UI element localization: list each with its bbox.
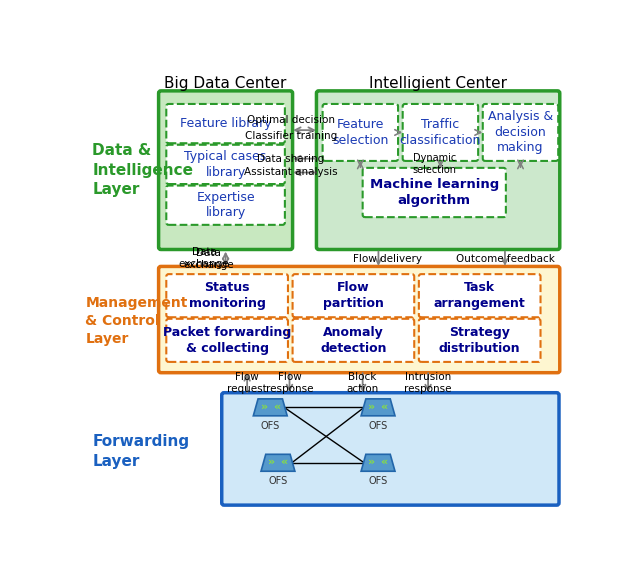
FancyBboxPatch shape	[363, 168, 506, 217]
Text: Typical cases
library: Typical cases library	[184, 150, 267, 179]
Text: OFS: OFS	[369, 477, 388, 486]
Polygon shape	[361, 399, 395, 416]
Polygon shape	[361, 454, 395, 471]
Text: OFS: OFS	[369, 421, 388, 431]
FancyBboxPatch shape	[159, 91, 292, 249]
Text: Flow
request: Flow request	[227, 371, 267, 394]
Text: Traffic
classification: Traffic classification	[400, 118, 481, 147]
Text: «: «	[280, 457, 287, 467]
Text: Intelligient Center: Intelligient Center	[369, 77, 507, 92]
FancyBboxPatch shape	[323, 104, 398, 161]
Text: Outcome feedback: Outcome feedback	[456, 254, 554, 264]
FancyBboxPatch shape	[292, 319, 414, 362]
Text: Expertise
library: Expertise library	[196, 191, 255, 220]
FancyBboxPatch shape	[316, 91, 560, 249]
FancyBboxPatch shape	[221, 392, 559, 505]
Text: »: »	[268, 457, 275, 467]
FancyBboxPatch shape	[292, 274, 414, 317]
Text: »: »	[369, 402, 376, 412]
Polygon shape	[253, 399, 287, 416]
Text: Intrusion
response: Intrusion response	[404, 371, 452, 394]
Text: Assistant analysis: Assistant analysis	[244, 168, 338, 178]
Text: Task
arrangement: Task arrangement	[434, 281, 525, 310]
FancyBboxPatch shape	[419, 319, 541, 362]
Text: OFS: OFS	[260, 421, 280, 431]
FancyBboxPatch shape	[166, 104, 285, 143]
FancyBboxPatch shape	[159, 266, 560, 373]
Text: Status
monitoring: Status monitoring	[189, 281, 266, 310]
Text: Data
exchange: Data exchange	[183, 248, 234, 270]
FancyBboxPatch shape	[166, 186, 285, 225]
Text: »: »	[260, 402, 268, 412]
Text: «: «	[273, 402, 280, 412]
Text: Optimal decision: Optimal decision	[247, 115, 335, 125]
Text: Feature
selection: Feature selection	[332, 118, 388, 147]
Polygon shape	[261, 454, 295, 471]
Text: Block
action: Block action	[346, 371, 379, 394]
FancyBboxPatch shape	[166, 319, 288, 362]
Text: »: »	[369, 457, 376, 467]
Text: Classifier training: Classifier training	[245, 131, 337, 141]
Text: Flow
partition: Flow partition	[323, 281, 384, 310]
Text: Data sharing: Data sharing	[257, 154, 324, 164]
Text: Data
exchange: Data exchange	[179, 247, 229, 269]
Text: Anomaly
detection: Anomaly detection	[320, 326, 387, 354]
Text: Feature library: Feature library	[180, 117, 271, 130]
Text: «: «	[381, 457, 388, 467]
Text: Dynamic
selection: Dynamic selection	[412, 153, 456, 175]
Text: Flow delivery: Flow delivery	[353, 254, 422, 264]
Text: Strategy
distribution: Strategy distribution	[439, 326, 520, 354]
FancyBboxPatch shape	[166, 145, 285, 184]
Text: «: «	[381, 402, 388, 412]
Text: Packet forwarding
& collecting: Packet forwarding & collecting	[163, 326, 291, 354]
Text: Flow
response: Flow response	[266, 371, 313, 394]
Text: Analysis &
decision
making: Analysis & decision making	[488, 110, 553, 154]
Text: Management
& Control
Layer: Management & Control Layer	[86, 296, 188, 346]
Text: Data &
Intelligence
Layer: Data & Intelligence Layer	[92, 143, 193, 197]
FancyBboxPatch shape	[419, 274, 541, 317]
Text: Machine learning
algorithm: Machine learning algorithm	[370, 178, 499, 207]
FancyBboxPatch shape	[483, 104, 558, 161]
FancyBboxPatch shape	[403, 104, 478, 161]
Text: Big Data Center: Big Data Center	[164, 77, 287, 92]
Text: OFS: OFS	[268, 477, 287, 486]
Text: Forwarding
Layer: Forwarding Layer	[92, 434, 189, 468]
FancyBboxPatch shape	[166, 274, 288, 317]
